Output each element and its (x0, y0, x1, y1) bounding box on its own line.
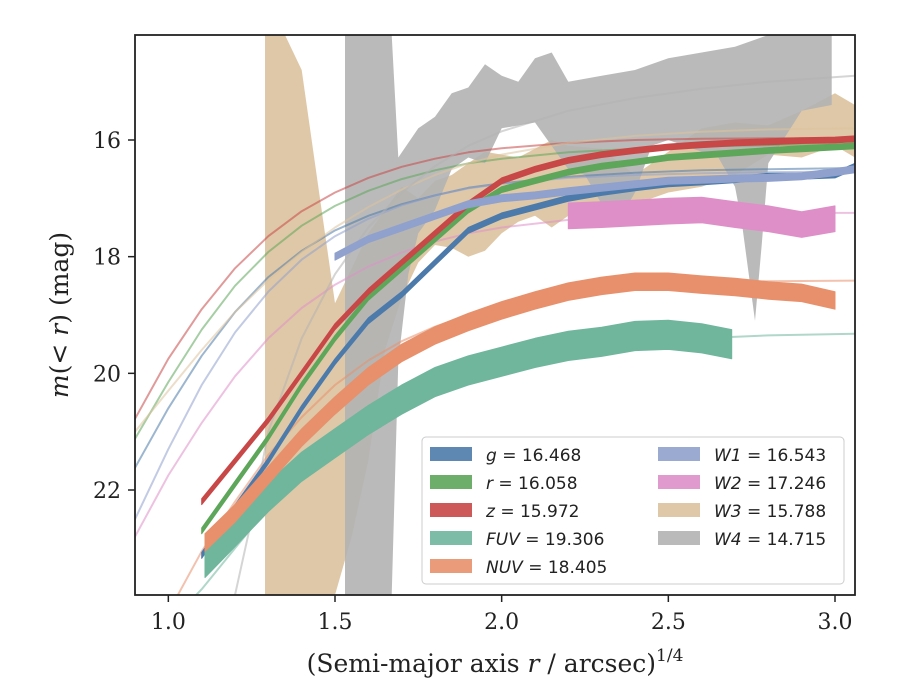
profile-fuv (204, 319, 733, 578)
legend-box (421, 436, 845, 585)
legend: g = 16.468 r = 16.058 z = 15.972 FUV = 19.3… (421, 436, 845, 585)
profile-z (201, 135, 855, 506)
legend-label-w2: W2 = 17.246 (714, 474, 826, 494)
y-axis-label: m(< r) (mag) (45, 232, 74, 398)
y-axis: 16 18 20 22 (93, 129, 135, 504)
x-tick-label: 2.0 (484, 610, 519, 635)
x-tick-label: 3.0 (818, 610, 853, 635)
y-tick-label: 22 (93, 479, 121, 504)
plot-frame (134, 34, 856, 596)
legend-label-w4: W4 = 14.715 (714, 530, 826, 550)
y-tick-label: 20 (93, 362, 121, 387)
y-tick-label: 16 (93, 129, 121, 154)
model-curve-g (135, 167, 855, 469)
profile-w1 (334, 165, 855, 261)
legend-swatch-nuv (430, 559, 472, 573)
legend-swatch-z (430, 503, 472, 517)
x-tick-label: 2.5 (651, 610, 686, 635)
legend-swatch-w2 (658, 475, 700, 489)
model-curve-w4 (234, 74, 855, 595)
legend-label-nuv: NUV = 18.405 (486, 558, 607, 578)
model-curve-w3 (135, 127, 855, 433)
profile-w2 (567, 196, 836, 238)
data-layer (201, 135, 855, 578)
x-axis: 1.0 1.5 2.0 2.5 3.0 (151, 595, 853, 635)
legend-swatch-w1 (658, 447, 700, 461)
legend-swatch-g (430, 447, 472, 461)
legend-swatch-fuv (430, 531, 472, 545)
area-w4 (345, 35, 832, 595)
model-curve-z (135, 137, 855, 420)
legend-label-w1: W1 = 16.543 (714, 446, 826, 466)
bands-layer (265, 35, 855, 595)
legend-label-r: r = 16.058 (486, 474, 578, 494)
model-curve-w1 (135, 170, 855, 521)
legend-label-fuv: FUV = 19.306 (486, 530, 604, 550)
area-w3 (265, 35, 855, 595)
legend-swatch-r (430, 475, 472, 489)
x-axis-label: (Semi-major axis r / arcsec)1/4 (307, 646, 684, 678)
x-tick-label: 1.5 (318, 610, 353, 635)
legend-label-z: z = 15.972 (485, 502, 579, 522)
profile-g (201, 162, 855, 559)
legend-swatch-w3 (658, 503, 700, 517)
x-tick-label: 1.0 (151, 610, 186, 635)
legend-label-w3: W3 = 15.788 (714, 502, 826, 522)
profile-nuv (204, 272, 836, 552)
legend-label-g: g = 16.468 (486, 446, 581, 466)
y-tick-label: 18 (93, 246, 121, 271)
legend-swatch-w4 (658, 531, 700, 545)
